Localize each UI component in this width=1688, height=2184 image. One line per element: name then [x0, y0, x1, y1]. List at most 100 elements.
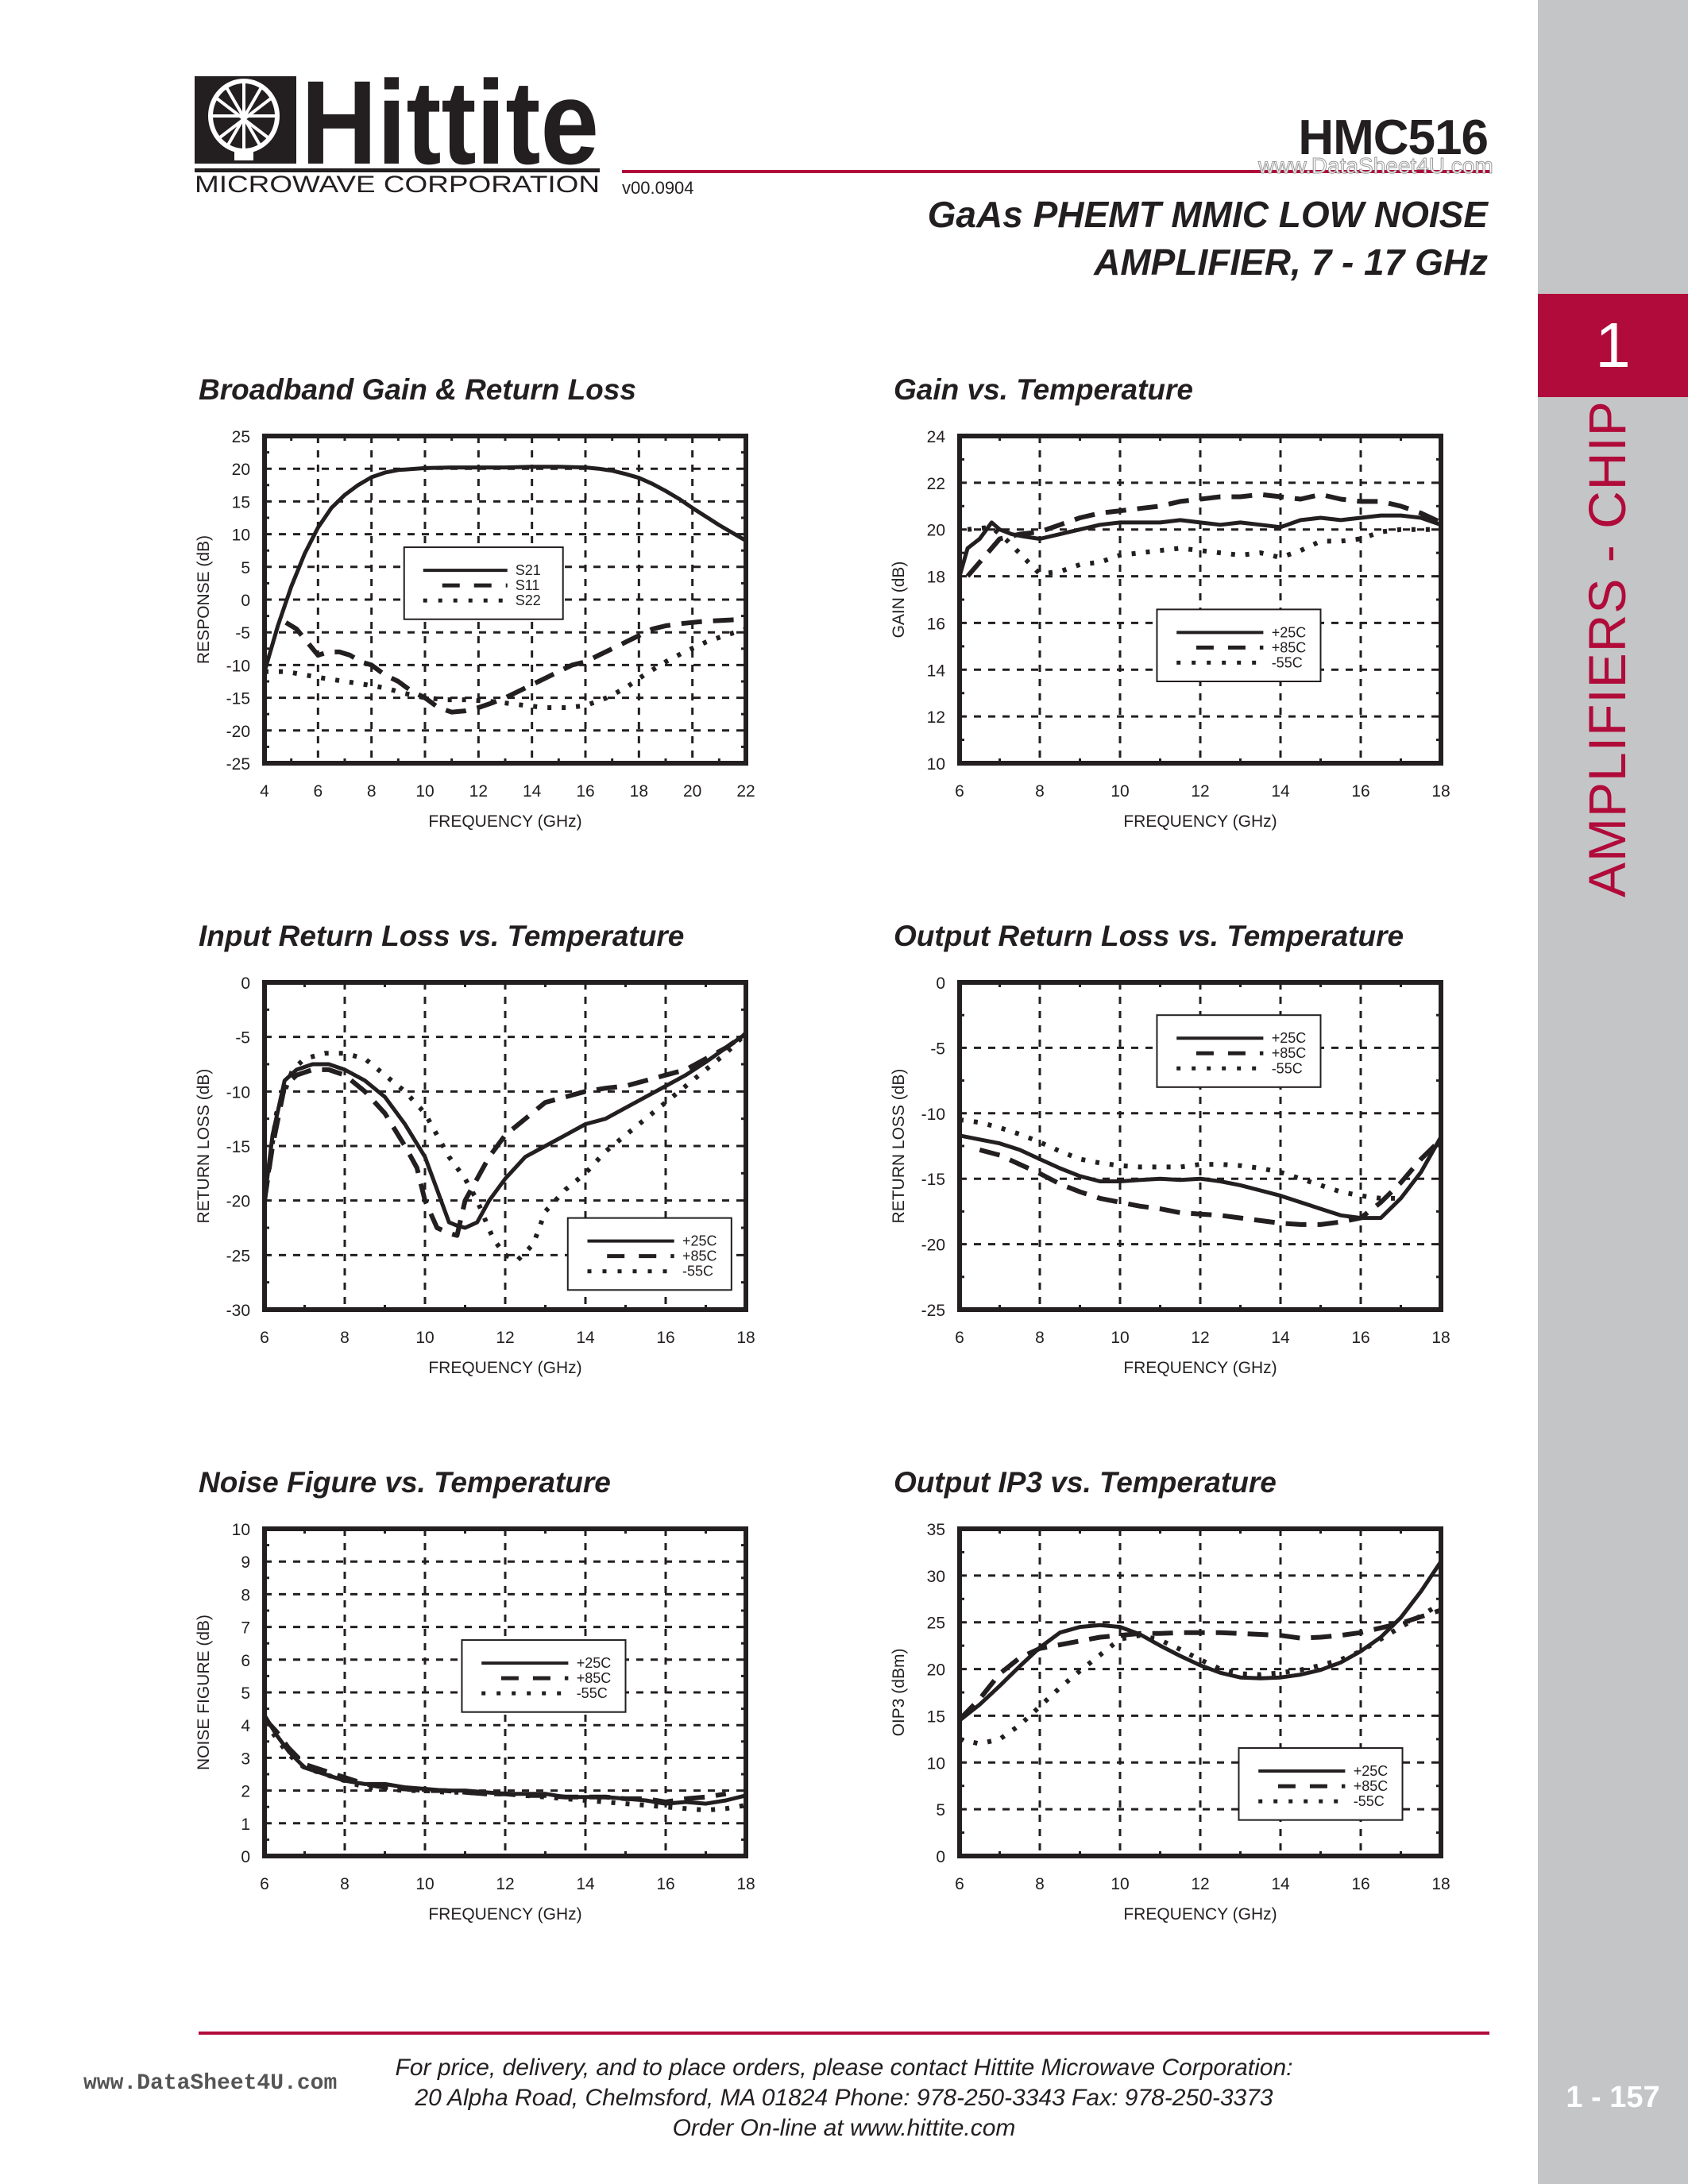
x-tick-label: 8 [1035, 1329, 1045, 1347]
series-85c [965, 492, 1441, 578]
x-tick-label: 12 [469, 782, 488, 801]
y-tick-label: -5 [930, 1040, 945, 1058]
y-tick-label: 0 [241, 1848, 250, 1866]
chart-title-output-rl: Output Return Loss vs. Temperature [894, 920, 1404, 952]
y-axis-label: RETURN LOSS (dB) [890, 1069, 908, 1224]
series-55c [265, 1032, 746, 1264]
x-tick-label: 22 [736, 782, 755, 801]
y-tick-label: 14 [927, 662, 946, 680]
y-tick-label: -10 [226, 1083, 250, 1102]
y-tick-label: 10 [232, 1521, 250, 1539]
footer-line-3[interactable]: Order On-line at www.hittite.com [672, 2115, 1016, 2141]
y-tick-label: 4 [241, 1717, 250, 1735]
legend-label: +25C [1272, 1030, 1307, 1046]
x-tick-label: 12 [1191, 1329, 1209, 1347]
x-tick-label: 10 [1111, 1329, 1129, 1347]
chart-broadband-gain: S21 S11 S22 4 6 8 10 12 14 16 18 20 22 -25 -20 -15 -10 -5… [177, 420, 786, 839]
series-85c [265, 1716, 727, 1804]
y-tick-label: 8 [241, 1586, 250, 1604]
chart-output-ip3: +25C +85C -55C 6 8 10 12 14 16 18 0 5 10 15 20 25 30 35 FR… [872, 1513, 1481, 1931]
section-tab[interactable]: 1 [1538, 294, 1688, 397]
plot-frame [957, 980, 1443, 1312]
watermark-bottom[interactable]: www.DataSheet4U.com [83, 2071, 338, 2096]
legend-label: +85C [682, 1248, 717, 1264]
legend-label: S11 [516, 577, 540, 593]
part-number: HMC516 [1298, 110, 1489, 165]
y-axis-label: NOISE FIGURE (dB) [195, 1615, 213, 1770]
x-tick-label: 14 [523, 782, 542, 801]
x-tick-label: 10 [415, 1329, 434, 1347]
chart-noise-figure: +25C +85C -55C 6 8 10 12 14 16 18 0 1 2 3 4 5 6 7 8 9 10 FREQ… [177, 1513, 786, 1931]
series-s21 [265, 465, 746, 673]
x-tick-label: 8 [340, 1875, 350, 1893]
x-axis-label: FREQUENCY (GHz) [1123, 1905, 1277, 1924]
y-tick-label: 15 [927, 1707, 945, 1726]
x-tick-label: 12 [496, 1875, 514, 1893]
legend-label: +85C [1354, 1778, 1389, 1794]
y-tick-label: 10 [927, 755, 945, 774]
header-rule [622, 170, 1492, 173]
watermark[interactable]: www.DataSheet4U.com [1258, 153, 1494, 179]
series-55c [960, 1117, 1401, 1201]
y-tick-label: -30 [226, 1302, 250, 1320]
y-tick-label: 0 [936, 1848, 945, 1866]
x-axis-label: FREQUENCY (GHz) [428, 1905, 581, 1924]
plot-frame [957, 1526, 1443, 1858]
x-tick-label: 8 [1035, 782, 1045, 801]
x-tick-label: 14 [1271, 1329, 1290, 1347]
x-axis-label: FREQUENCY (GHz) [428, 1359, 581, 1377]
x-tick-label: 6 [955, 1875, 964, 1893]
y-tick-label: 20 [927, 1661, 945, 1680]
series-85c [265, 1032, 746, 1238]
y-tick-label: 5 [241, 559, 250, 577]
y-tick-label: 9 [241, 1553, 250, 1572]
y-tick-label: -15 [226, 690, 250, 708]
x-tick-label: 20 [683, 782, 701, 801]
x-tick-label: 6 [955, 782, 964, 801]
x-tick-label: 12 [1191, 782, 1209, 801]
x-tick-label: 18 [1431, 1329, 1450, 1347]
y-tick-label: 10 [927, 1754, 945, 1773]
x-tick-label: 6 [260, 1875, 269, 1893]
footer-contact: For price, delivery, and to place orders… [199, 2053, 1489, 2143]
hittite-logo-icon: Hittite MICROWAVE CORPORATION [195, 56, 600, 198]
plot-frame [262, 434, 748, 766]
y-tick-label: 0 [936, 974, 945, 993]
y-tick-label: -5 [235, 624, 250, 642]
footer-line-1: For price, delivery, and to place orders… [395, 2055, 1293, 2081]
x-tick-label: 14 [1271, 1875, 1290, 1893]
series-25c [960, 1560, 1441, 1723]
x-tick-label: 10 [415, 1875, 434, 1893]
series-55c [265, 1720, 746, 1813]
section-label: AMPLIFIERS - CHIP [1578, 400, 1636, 897]
chart-title-gain-temp: Gain vs. Temperature [894, 373, 1193, 406]
y-tick-label: -10 [226, 657, 250, 675]
plot-frame [262, 980, 748, 1312]
chart-title-input-rl: Input Return Loss vs. Temperature [199, 920, 685, 952]
svg-text:MICROWAVE CORPORATION: MICROWAVE CORPORATION [195, 172, 600, 194]
page-number: 1 - 157 [1566, 2081, 1660, 2114]
x-tick-label: 16 [656, 1875, 674, 1893]
series-85c [979, 1137, 1441, 1227]
x-axis-label: FREQUENCY (GHz) [428, 812, 581, 831]
y-tick-label: 35 [927, 1521, 945, 1539]
chart-gain-vs-temperature: +25C +85C -55C 6 8 10 12 14 16 18 10 12 14 16 18 20 22 24… [872, 420, 1481, 839]
x-tick-label: 16 [1351, 1329, 1369, 1347]
chart-output-return-loss: +25C +85C -55C 6 8 10 12 14 16 18 -25 -20 -15 -10 -5 0 F… [872, 967, 1481, 1385]
legend-label: -55C [577, 1685, 608, 1701]
footer-line-2: 20 Alpha Road, Chelmsford, MA 01824 Phon… [415, 2085, 1273, 2111]
x-tick-label: 14 [576, 1875, 595, 1893]
x-axis-label: FREQUENCY (GHz) [1123, 1359, 1277, 1377]
chart-title-noise-figure: Noise Figure vs. Temperature [199, 1466, 611, 1499]
x-tick-label: 18 [1431, 1875, 1450, 1893]
y-tick-label: 16 [927, 615, 945, 633]
series-25c [960, 513, 1441, 577]
x-tick-label: 18 [736, 1875, 755, 1893]
x-tick-label: 8 [1035, 1875, 1045, 1893]
product-subtitle: GaAs PHEMT MMIC LOW NOISE AMPLIFIER, 7 -… [928, 191, 1488, 286]
legend-box [403, 546, 564, 620]
subtitle-line-1: GaAs PHEMT MMIC LOW NOISE [927, 194, 1488, 235]
legend-label: +25C [1354, 1763, 1389, 1779]
y-tick-label: 18 [927, 569, 945, 587]
y-tick-label: 6 [241, 1652, 250, 1670]
